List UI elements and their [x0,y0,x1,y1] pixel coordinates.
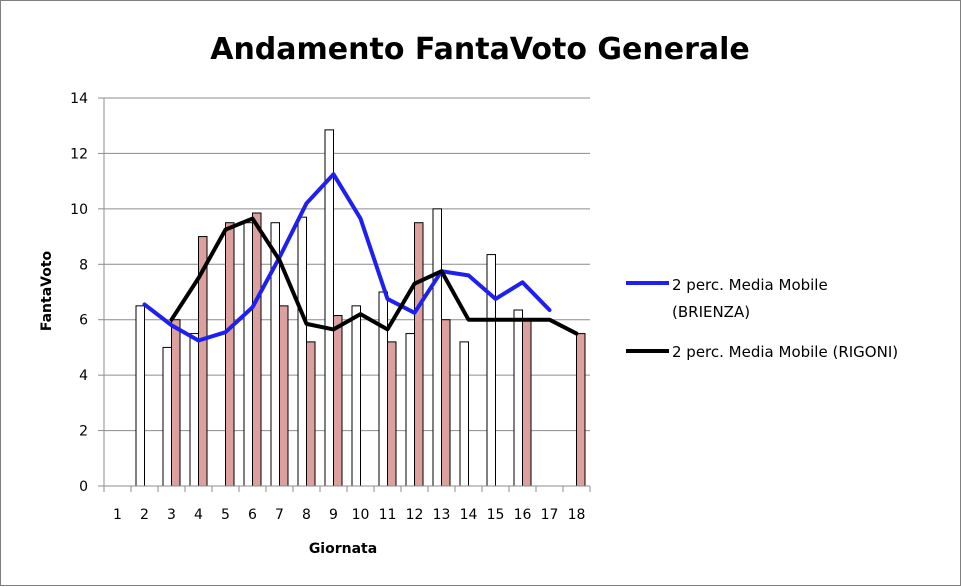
x-tick-label: 5 [221,507,230,523]
bar [171,319,181,487]
series-line [142,172,552,343]
series-line [169,216,579,336]
bar [306,341,316,487]
x-tick-label: 7 [275,507,284,523]
bar [432,208,442,487]
x-tick-label: 2 [140,507,149,523]
bar [486,254,496,487]
x-tick-label: 17 [541,507,559,523]
y-tick-label: 6 [79,313,88,329]
y-tick-label: 10 [70,202,88,218]
y-tick-label: 14 [70,91,88,107]
bar [252,212,262,487]
legend: 2 perc. Media Mobile (BRIENZA) 2 perc. Med… [626,276,898,361]
bar [279,305,289,487]
x-tick-label: 8 [302,507,311,523]
x-tick-label: 3 [167,507,176,523]
bar [351,305,361,487]
chart-title: Andamento FantaVoto Generale [210,32,750,67]
bar [414,222,424,487]
x-tick-label: 14 [460,507,478,523]
x-tick-label: 9 [329,507,338,523]
bar [297,216,307,487]
x-tick-label: 4 [194,507,203,523]
y-tick-label: 0 [79,479,88,495]
bar [522,319,532,487]
bar [378,291,388,487]
bar [459,341,469,487]
bar [243,222,253,487]
y-axis-title: FantaVoto [39,250,55,331]
bar [162,346,172,487]
x-tick-label: 11 [379,507,397,523]
bar [405,333,415,487]
bars [135,129,586,487]
legend-label: 2 perc. Media Mobile (RIGONI) [672,343,898,361]
bar [441,319,451,487]
y-tick-label: 8 [79,257,88,273]
y-tick-label: 12 [70,146,88,162]
x-tick-label: 15 [487,507,505,523]
x-tick-label: 1 [113,507,122,523]
bar [576,333,586,487]
x-tick-label: 6 [248,507,257,523]
y-tick-label: 4 [79,368,88,384]
x-tick-label: 18 [568,507,586,523]
bar [513,309,523,487]
x-tick-label: 16 [514,507,532,523]
x-tick-label: 10 [352,507,370,523]
bar [189,333,199,487]
bar [333,315,343,487]
legend-label: 2 perc. Media Mobile (BRIENZA) [672,276,828,321]
x-axis-title: Giornata [309,541,377,557]
bar [387,341,397,487]
x-tick-label: 12 [406,507,424,523]
y-tick-label: 2 [79,424,88,440]
bar [135,305,145,487]
x-tick-label: 13 [433,507,451,523]
series-lines [142,172,579,343]
bar [225,222,235,487]
